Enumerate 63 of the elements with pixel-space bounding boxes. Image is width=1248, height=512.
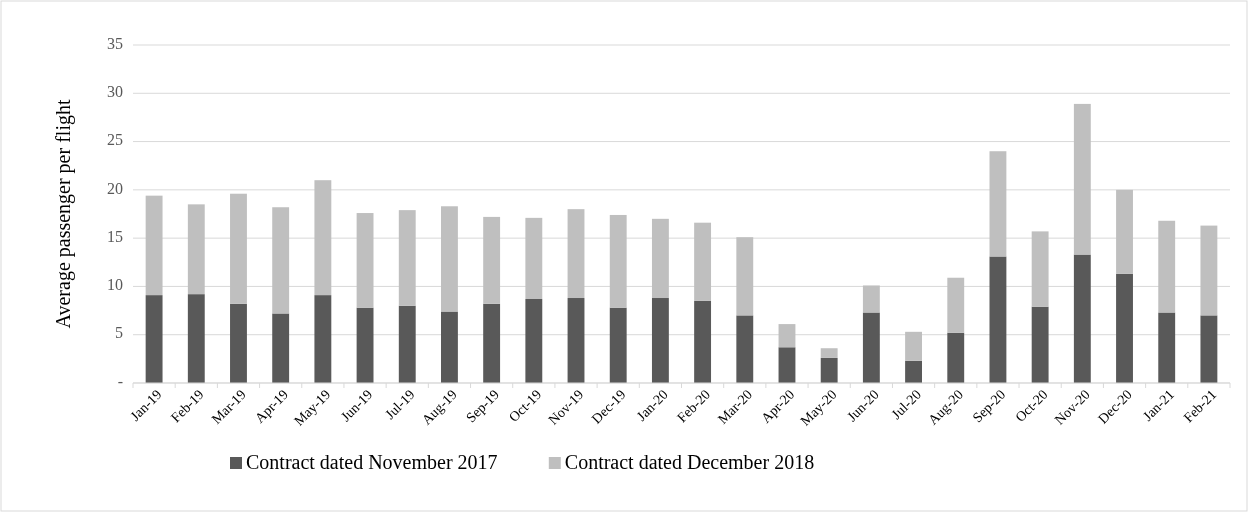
bar bbox=[145, 195, 163, 296]
y-tick-label: 25 bbox=[107, 131, 123, 149]
bar bbox=[778, 347, 796, 383]
bar bbox=[736, 237, 754, 316]
y-tick-label: 10 bbox=[107, 276, 123, 294]
bar bbox=[314, 180, 332, 296]
bar bbox=[187, 204, 205, 295]
bar bbox=[272, 207, 290, 314]
bar bbox=[441, 206, 458, 312]
legend-label: Contract dated December 2018 bbox=[564, 450, 815, 473]
bar bbox=[1073, 254, 1091, 383]
bar bbox=[820, 348, 838, 358]
bar bbox=[483, 216, 501, 304]
bar bbox=[609, 307, 627, 383]
bar bbox=[862, 285, 880, 313]
bar bbox=[820, 357, 838, 383]
bar bbox=[1073, 103, 1091, 255]
bar bbox=[398, 305, 416, 383]
bar bbox=[1031, 231, 1049, 307]
bar bbox=[1116, 273, 1133, 383]
bar bbox=[356, 213, 374, 308]
bar bbox=[441, 311, 458, 383]
bar bbox=[187, 294, 205, 383]
bar bbox=[609, 214, 627, 308]
bar bbox=[694, 222, 712, 301]
bar bbox=[1031, 306, 1049, 383]
y-tick-label: 5 bbox=[115, 324, 123, 342]
bar bbox=[862, 312, 880, 383]
y-tick-label: 15 bbox=[107, 227, 123, 245]
bar bbox=[525, 298, 543, 383]
bar bbox=[314, 295, 332, 383]
bar bbox=[736, 315, 754, 383]
bar bbox=[651, 298, 669, 383]
bar bbox=[989, 151, 1007, 257]
bar bbox=[567, 298, 585, 383]
y-tick-label: 30 bbox=[107, 82, 123, 100]
bar bbox=[230, 303, 247, 383]
bar bbox=[483, 303, 501, 383]
bar bbox=[230, 193, 247, 304]
bar bbox=[1116, 189, 1133, 274]
bar bbox=[1158, 220, 1176, 313]
bar bbox=[947, 277, 965, 333]
y-axis-title: Average passenger per flight bbox=[52, 99, 75, 329]
bar bbox=[989, 256, 1007, 383]
bar bbox=[145, 295, 163, 383]
bar bbox=[1200, 225, 1218, 316]
bar bbox=[905, 331, 922, 361]
bar bbox=[356, 307, 374, 383]
bar bbox=[947, 332, 965, 383]
bar bbox=[1200, 315, 1218, 383]
y-tick-label: 35 bbox=[107, 34, 123, 52]
legend-label: Contract dated November 2017 bbox=[246, 450, 498, 473]
bar bbox=[651, 218, 669, 299]
bar bbox=[567, 209, 585, 299]
bar bbox=[525, 217, 543, 299]
bar bbox=[694, 300, 712, 383]
bar bbox=[398, 210, 416, 306]
bar bbox=[1158, 312, 1176, 383]
bar bbox=[905, 360, 922, 383]
bar bbox=[272, 313, 290, 383]
bar bbox=[778, 324, 796, 348]
y-tick-label: - bbox=[117, 372, 123, 390]
y-tick-label: 20 bbox=[107, 179, 123, 197]
